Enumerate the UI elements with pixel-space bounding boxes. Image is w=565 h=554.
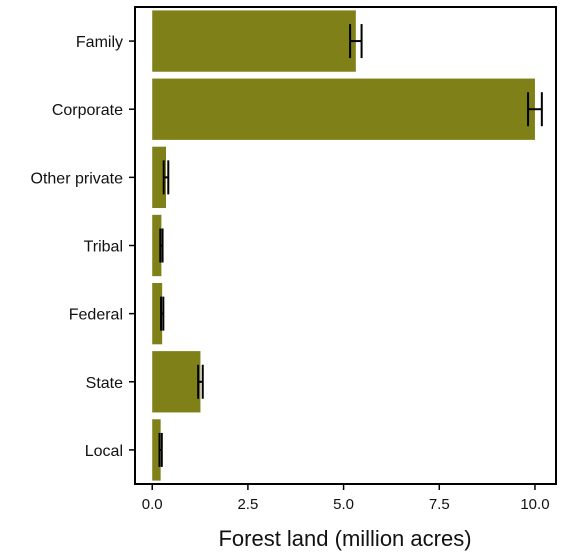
y-tick-label: Federal [69,307,123,324]
bar [152,78,535,140]
bar [152,351,201,413]
x-axis-title: Forest land (million acres) [218,526,471,551]
y-axis-labels: Family Corporate Other private Tribal Federa… [31,34,135,460]
error-bar-group [158,24,543,467]
y-tick-label: Tribal [84,239,123,256]
bar-group [152,10,535,481]
y-tick-label: State [86,375,123,392]
x-tick-label: 0.0 [142,496,163,513]
bar [152,419,161,481]
bar [152,214,162,277]
bar [152,146,167,209]
x-axis-ticks: 0.0 2.5 5.0 7.5 10.0 [142,484,550,513]
bar [152,282,163,345]
x-tick-label: 7.5 [429,496,450,513]
y-tick-label: Family [76,34,123,51]
y-tick-label: Local [85,443,123,460]
x-tick-label: 2.5 [237,496,258,513]
x-tick-label: 5.0 [333,496,354,513]
bar [152,10,356,72]
y-tick-label: Other private [31,170,124,187]
x-tick-label: 10.0 [520,496,549,513]
y-tick-label: Corporate [52,102,123,119]
